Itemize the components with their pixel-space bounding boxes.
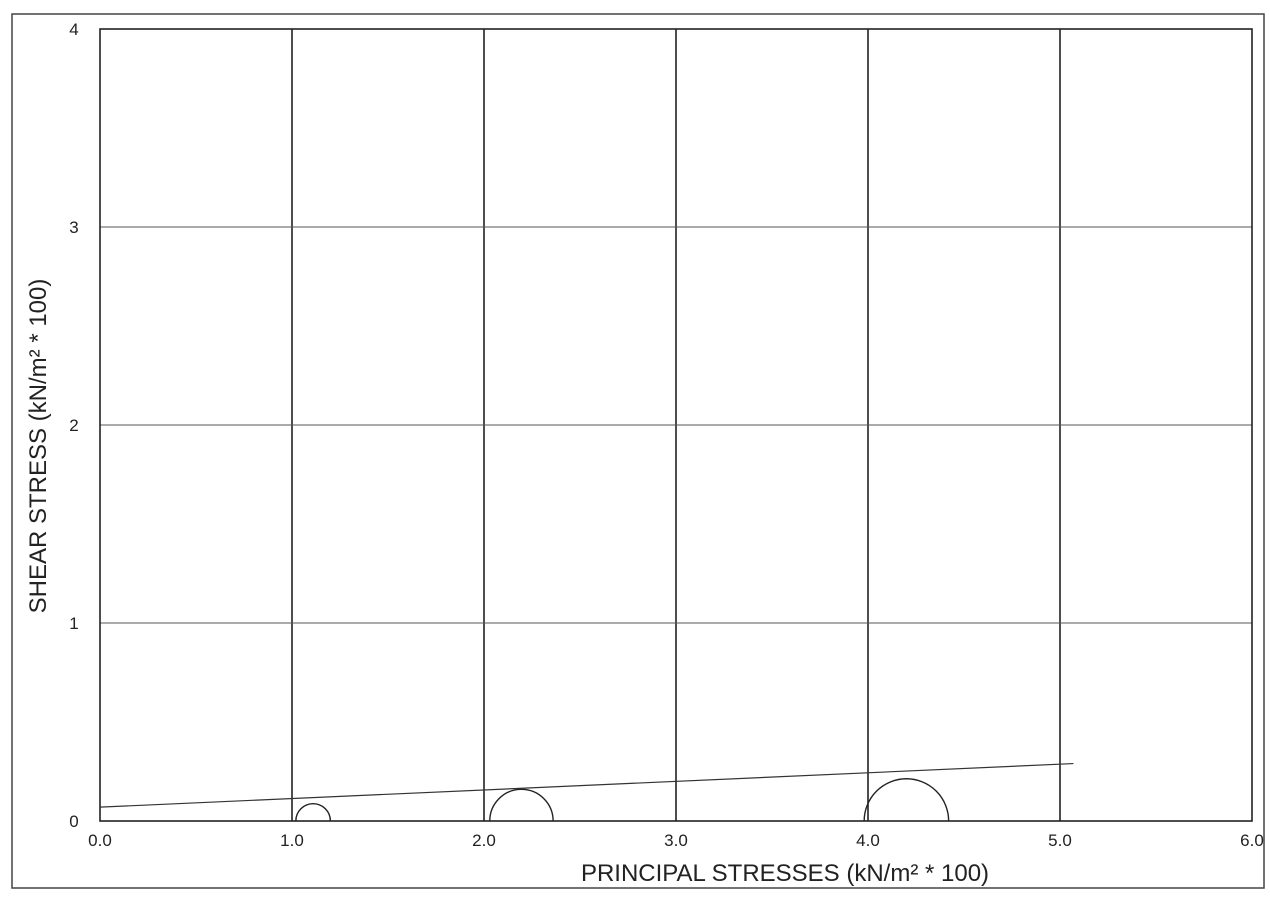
x-axis-label: PRINCIPAL STRESSES (kN/m² * 100) — [581, 860, 989, 887]
y-tick-label: 0 — [69, 812, 78, 831]
mohr-circles — [295, 778, 950, 822]
y-tick-labels: 0 1 2 3 4 — [69, 20, 78, 831]
y-tick-label: 1 — [69, 614, 78, 633]
x-tick-label: 2.0 — [472, 831, 496, 850]
mohr-circle — [863, 778, 950, 822]
failure-envelope-layer — [99, 762, 1074, 808]
y-tick-label: 3 — [69, 218, 78, 237]
mohr-circle — [295, 803, 332, 822]
grid — [100, 29, 1252, 821]
x-tick-label: 1.0 — [280, 831, 304, 850]
x-tick-label: 5.0 — [1048, 831, 1072, 850]
y-axis-label: SHEAR STRESS (kN/m² * 100) — [25, 279, 52, 614]
x-tick-label: 3.0 — [664, 831, 688, 850]
x-tick-label: 0.0 — [88, 831, 112, 850]
failure-envelope-line — [99, 762, 1074, 808]
x-tick-labels: 0.0 1.0 2.0 3.0 4.0 5.0 6.0 — [88, 831, 1264, 850]
plot-area-border — [99, 28, 1253, 822]
x-tick-label: 4.0 — [856, 831, 880, 850]
y-tick-label: 4 — [69, 20, 78, 39]
outer-border — [11, 13, 1265, 889]
x-tick-label: 6.0 — [1240, 831, 1264, 850]
y-tick-label: 2 — [69, 416, 78, 435]
mohr-circle — [489, 788, 554, 822]
